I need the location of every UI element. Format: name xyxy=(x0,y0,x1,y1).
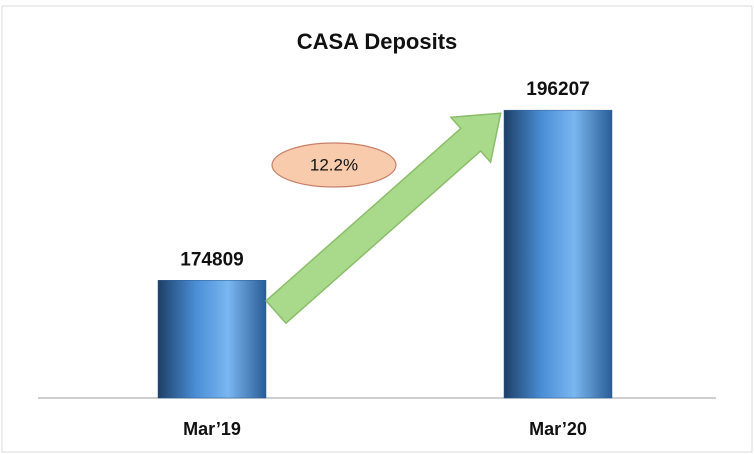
growth-arrow xyxy=(265,112,502,325)
data-label: 174809 xyxy=(180,249,243,270)
annotation-bubble xyxy=(271,142,397,188)
bar xyxy=(503,109,613,399)
chart-title: CASA Deposits xyxy=(297,29,458,54)
chart-frame xyxy=(1,5,753,453)
x-tick-label: Mar’20 xyxy=(529,419,587,439)
annotation: 12.2% xyxy=(310,155,358,174)
data-label: 196207 xyxy=(526,79,589,100)
x-tick-label: Mar’19 xyxy=(183,419,241,439)
bar xyxy=(157,280,267,399)
